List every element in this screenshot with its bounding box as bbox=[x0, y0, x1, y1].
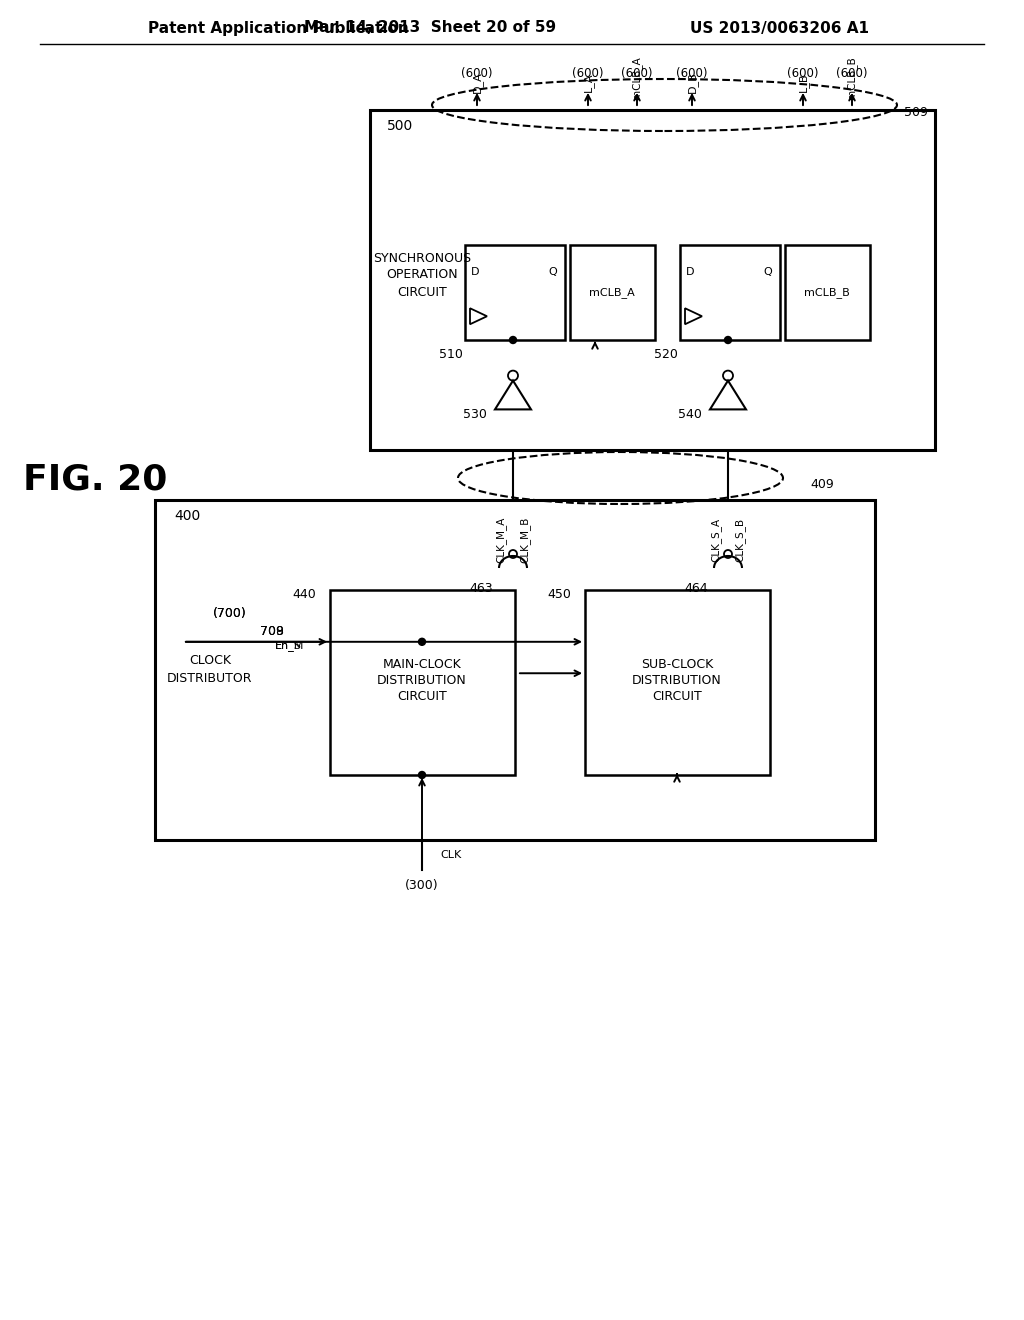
Bar bbox=[680, 246, 780, 341]
Text: (600): (600) bbox=[676, 66, 708, 79]
Text: Q: Q bbox=[549, 267, 557, 277]
Text: L_A: L_A bbox=[583, 73, 594, 92]
Text: (700): (700) bbox=[213, 607, 247, 620]
Text: D_A: D_A bbox=[471, 71, 482, 92]
Text: 520: 520 bbox=[654, 347, 678, 360]
Text: (600): (600) bbox=[572, 66, 604, 79]
Text: CLOCK: CLOCK bbox=[189, 653, 231, 667]
Text: mCLB_B: mCLB_B bbox=[804, 288, 850, 298]
Text: 509: 509 bbox=[904, 106, 928, 119]
Text: mCLB_A: mCLB_A bbox=[632, 57, 642, 99]
Bar bbox=[570, 246, 655, 341]
Bar bbox=[370, 110, 935, 450]
Text: (600): (600) bbox=[622, 66, 652, 79]
Text: OPERATION: OPERATION bbox=[386, 268, 458, 281]
Text: 440: 440 bbox=[292, 589, 316, 602]
Text: Patent Application Publication: Patent Application Publication bbox=[148, 21, 409, 36]
Text: DISTRIBUTOR: DISTRIBUTOR bbox=[167, 672, 253, 685]
Bar bbox=[465, 246, 565, 341]
Circle shape bbox=[419, 639, 426, 645]
Text: 510: 510 bbox=[439, 347, 463, 360]
Text: 400: 400 bbox=[174, 510, 200, 523]
Bar bbox=[585, 590, 770, 775]
Text: CLK_M_B: CLK_M_B bbox=[519, 517, 530, 564]
Text: CLK_S_B: CLK_S_B bbox=[734, 517, 745, 562]
Bar bbox=[155, 500, 874, 840]
Text: Mar. 14, 2013  Sheet 20 of 59: Mar. 14, 2013 Sheet 20 of 59 bbox=[304, 21, 556, 36]
Circle shape bbox=[510, 337, 516, 343]
Text: (600): (600) bbox=[837, 66, 867, 79]
Text: SUB-CLOCK: SUB-CLOCK bbox=[641, 659, 713, 672]
Text: SYNCHRONOUS: SYNCHRONOUS bbox=[373, 252, 471, 264]
Bar bbox=[785, 246, 870, 341]
Text: (600): (600) bbox=[461, 66, 493, 79]
Text: MAIN-CLOCK: MAIN-CLOCK bbox=[383, 659, 462, 672]
Text: 463: 463 bbox=[469, 582, 493, 594]
Text: D_B: D_B bbox=[686, 71, 697, 92]
Text: 709: 709 bbox=[260, 626, 284, 639]
Text: 464: 464 bbox=[684, 582, 708, 594]
Text: (700): (700) bbox=[213, 607, 247, 620]
Text: 450: 450 bbox=[547, 589, 571, 602]
Circle shape bbox=[725, 337, 731, 343]
Text: CIRCUIT: CIRCUIT bbox=[397, 285, 446, 298]
Text: mCLB_B: mCLB_B bbox=[847, 57, 857, 99]
Text: FIG. 20: FIG. 20 bbox=[23, 463, 167, 498]
Text: CLK_S_A: CLK_S_A bbox=[711, 517, 722, 562]
Text: CLK: CLK bbox=[440, 850, 461, 861]
Text: L_B: L_B bbox=[798, 73, 809, 92]
Text: (300): (300) bbox=[406, 879, 439, 891]
Text: 530: 530 bbox=[463, 408, 487, 421]
Text: (600): (600) bbox=[787, 66, 819, 79]
Text: 708: 708 bbox=[260, 626, 284, 639]
Text: CLK_M_A: CLK_M_A bbox=[496, 517, 507, 564]
Text: 409: 409 bbox=[810, 479, 834, 491]
Text: D: D bbox=[471, 267, 479, 277]
Text: US 2013/0063206 A1: US 2013/0063206 A1 bbox=[690, 21, 869, 36]
Text: mCLB_A: mCLB_A bbox=[589, 288, 635, 298]
Circle shape bbox=[419, 771, 426, 779]
Text: DISTRIBUTION: DISTRIBUTION bbox=[632, 675, 722, 688]
Bar bbox=[330, 590, 515, 775]
Text: En_S: En_S bbox=[275, 640, 302, 651]
Text: CIRCUIT: CIRCUIT bbox=[397, 690, 446, 704]
Text: DISTRIBUTION: DISTRIBUTION bbox=[377, 675, 467, 688]
Text: Q: Q bbox=[764, 267, 772, 277]
Text: En_M: En_M bbox=[275, 640, 304, 651]
Text: CIRCUIT: CIRCUIT bbox=[652, 690, 701, 704]
Text: 540: 540 bbox=[678, 408, 701, 421]
Text: 500: 500 bbox=[387, 119, 413, 133]
Text: D: D bbox=[686, 267, 694, 277]
